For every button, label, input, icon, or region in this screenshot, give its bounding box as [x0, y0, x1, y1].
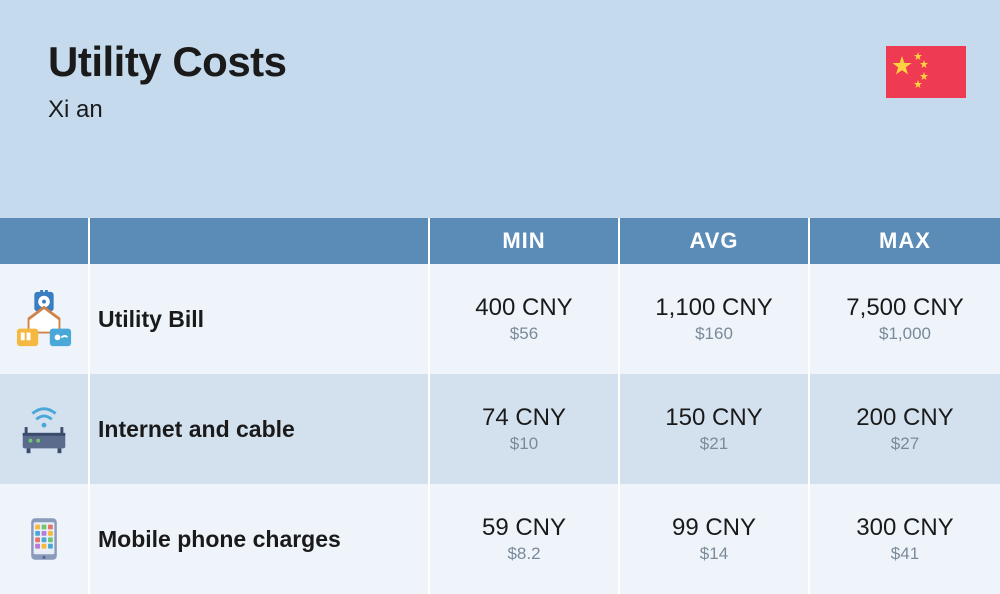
- phone-icon: [14, 509, 74, 569]
- value-primary: 300 CNY: [856, 514, 953, 543]
- value: 99 CNY $14: [672, 514, 756, 565]
- value: 59 CNY $8.2: [482, 514, 566, 565]
- cell-avg: 99 CNY $14: [620, 484, 810, 594]
- value-primary: 400 CNY: [475, 294, 572, 323]
- cost-table: MIN AVG MAX: [0, 218, 1000, 594]
- table-header-avg: AVG: [620, 218, 810, 264]
- value-primary: 99 CNY: [672, 514, 756, 543]
- value-primary: 1,100 CNY: [655, 294, 772, 323]
- row-label-cell: Utility Bill: [90, 264, 430, 374]
- row-label: Mobile phone charges: [98, 526, 341, 553]
- cell-avg: 150 CNY $21: [620, 374, 810, 484]
- value-primary: 150 CNY: [665, 404, 762, 433]
- flag-icon: [886, 46, 966, 98]
- value-secondary: $41: [891, 544, 919, 564]
- row-label: Utility Bill: [98, 306, 204, 333]
- table-body: Utility Bill 400 CNY $56 1,100 CNY $160: [0, 264, 1000, 594]
- value: 200 CNY $27: [856, 404, 953, 455]
- row-icon-cell: [0, 264, 90, 374]
- table-header-row: MIN AVG MAX: [0, 218, 1000, 264]
- table-row: Internet and cable 74 CNY $10 150 CNY $2…: [0, 374, 1000, 484]
- page-title: Utility Costs: [48, 38, 952, 86]
- value-secondary: $14: [700, 544, 728, 564]
- value-secondary: $27: [891, 434, 919, 454]
- value: 300 CNY $41: [856, 514, 953, 565]
- row-label-cell: Mobile phone charges: [90, 484, 430, 594]
- row-label-cell: Internet and cable: [90, 374, 430, 484]
- value-primary: 59 CNY: [482, 514, 566, 543]
- cell-min: 59 CNY $8.2: [430, 484, 620, 594]
- cell-max: 7,500 CNY $1,000: [810, 264, 1000, 374]
- table-header-min: MIN: [430, 218, 620, 264]
- value: 7,500 CNY $1,000: [846, 294, 963, 345]
- value-primary: 7,500 CNY: [846, 294, 963, 323]
- header: Utility Costs Xi an: [0, 0, 1000, 218]
- table-header-blank1: [0, 218, 90, 264]
- value: 400 CNY $56: [475, 294, 572, 345]
- value-secondary: $160: [695, 324, 733, 344]
- value-secondary: $56: [510, 324, 538, 344]
- table-row: Utility Bill 400 CNY $56 1,100 CNY $160: [0, 264, 1000, 374]
- value-primary: 200 CNY: [856, 404, 953, 433]
- table-header-blank2: [90, 218, 430, 264]
- table-row: Mobile phone charges 59 CNY $8.2 99 CNY …: [0, 484, 1000, 594]
- router-icon: [14, 399, 74, 459]
- cell-max: 300 CNY $41: [810, 484, 1000, 594]
- cell-avg: 1,100 CNY $160: [620, 264, 810, 374]
- cell-max: 200 CNY $27: [810, 374, 1000, 484]
- cell-min: 74 CNY $10: [430, 374, 620, 484]
- row-icon-cell: [0, 374, 90, 484]
- utility-icon: [14, 289, 74, 349]
- row-icon-cell: [0, 484, 90, 594]
- value-secondary: $8.2: [507, 544, 540, 564]
- table-header-max: MAX: [810, 218, 1000, 264]
- row-label: Internet and cable: [98, 416, 295, 443]
- value-secondary: $21: [700, 434, 728, 454]
- value-secondary: $1,000: [879, 324, 931, 344]
- value: 74 CNY $10: [482, 404, 566, 455]
- page: Utility Costs Xi an MIN AVG MAX: [0, 0, 1000, 594]
- value: 1,100 CNY $160: [655, 294, 772, 345]
- cell-min: 400 CNY $56: [430, 264, 620, 374]
- value-secondary: $10: [510, 434, 538, 454]
- value-primary: 74 CNY: [482, 404, 566, 433]
- value: 150 CNY $21: [665, 404, 762, 455]
- page-subtitle: Xi an: [48, 96, 952, 124]
